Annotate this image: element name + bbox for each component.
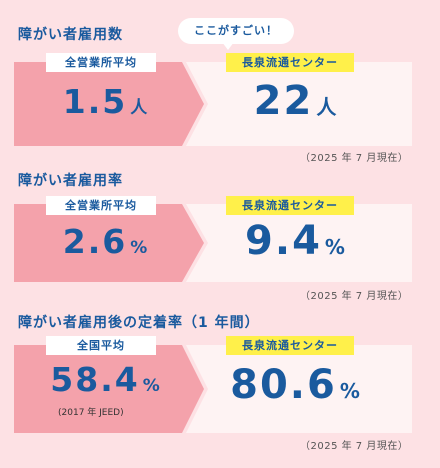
average-label: 全営業所平均 <box>46 196 156 215</box>
date-note: （2025 年 7 月現在） <box>300 153 409 164</box>
average-panel <box>14 204 204 282</box>
date-note: （2025 年 7 月現在） <box>300 441 409 452</box>
section-title: 障がい者雇用後の定着率（1 年間） <box>18 315 260 331</box>
source-note: (2017 年 JEED) <box>58 408 124 418</box>
average-panel <box>14 62 204 146</box>
center-label: 長泉流通センター <box>226 336 354 355</box>
section-title: 障がい者雇用数 <box>18 27 123 43</box>
section-title: 障がい者雇用率 <box>18 173 123 189</box>
average-label: 全国平均 <box>46 336 156 355</box>
average-value: 58.4% <box>50 360 160 399</box>
center-panel <box>186 345 412 433</box>
average-panel <box>14 345 204 433</box>
average-value: 2.6% <box>62 222 148 261</box>
center-label: 長泉流通センター <box>226 196 354 215</box>
center-panel <box>186 204 412 282</box>
center-value: 9.4% <box>245 218 345 264</box>
center-label: 長泉流通センター <box>226 53 354 72</box>
average-value: 1.5 人 <box>62 82 148 121</box>
callout-bubble: ここがすごい！ <box>178 18 294 44</box>
center-panel <box>186 62 412 146</box>
center-value: 80.6% <box>230 362 360 408</box>
center-value: 22 人 <box>253 78 337 124</box>
date-note: （2025 年 7 月現在） <box>300 291 409 302</box>
average-label: 全営業所平均 <box>46 53 156 72</box>
callout-bubble-tail <box>222 42 234 50</box>
